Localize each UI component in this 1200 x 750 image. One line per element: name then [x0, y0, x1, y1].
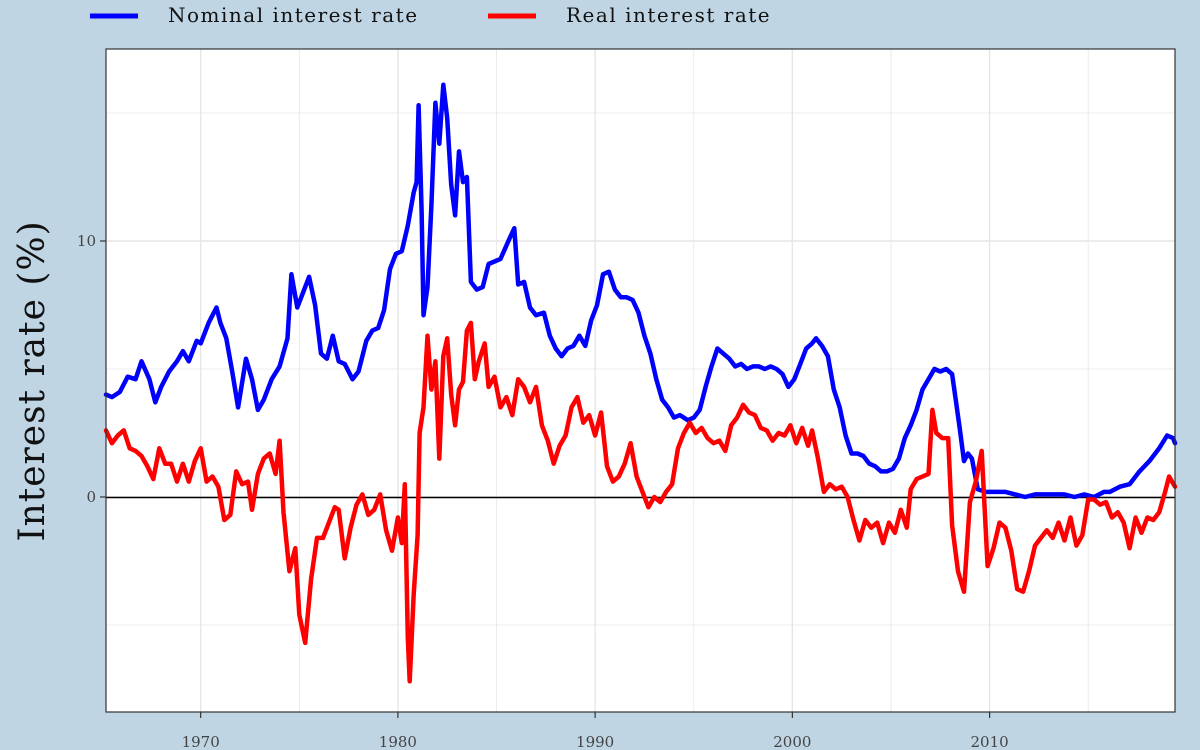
- y-axis-label: Interest rate (%): [12, 220, 53, 541]
- legend-label-nominal: Nominal interest rate: [168, 3, 419, 27]
- x-tick-label: 2010: [971, 733, 1009, 750]
- y-tick-label: 10: [77, 232, 96, 250]
- series-line-real: [103, 320, 1178, 684]
- plot-border: [105, 48, 1176, 713]
- x-axis-ticks: 1970 1980 1990 2000 2010: [182, 712, 1009, 750]
- x-tick-label: 1990: [576, 733, 614, 750]
- x-tick-label: 1980: [379, 733, 417, 750]
- plot-panel: [106, 49, 1175, 712]
- legend: Nominal interest rate Real interest rate: [90, 3, 771, 27]
- y-axis-ticks: 0 10: [77, 232, 106, 506]
- series-layer: [103, 82, 1178, 684]
- y-tick-label: 0: [86, 488, 96, 506]
- x-tick-label: 1970: [182, 733, 220, 750]
- legend-label-real: Real interest rate: [566, 3, 771, 27]
- series-line-nominal: [103, 82, 1178, 500]
- x-tick-label: 2000: [773, 733, 811, 750]
